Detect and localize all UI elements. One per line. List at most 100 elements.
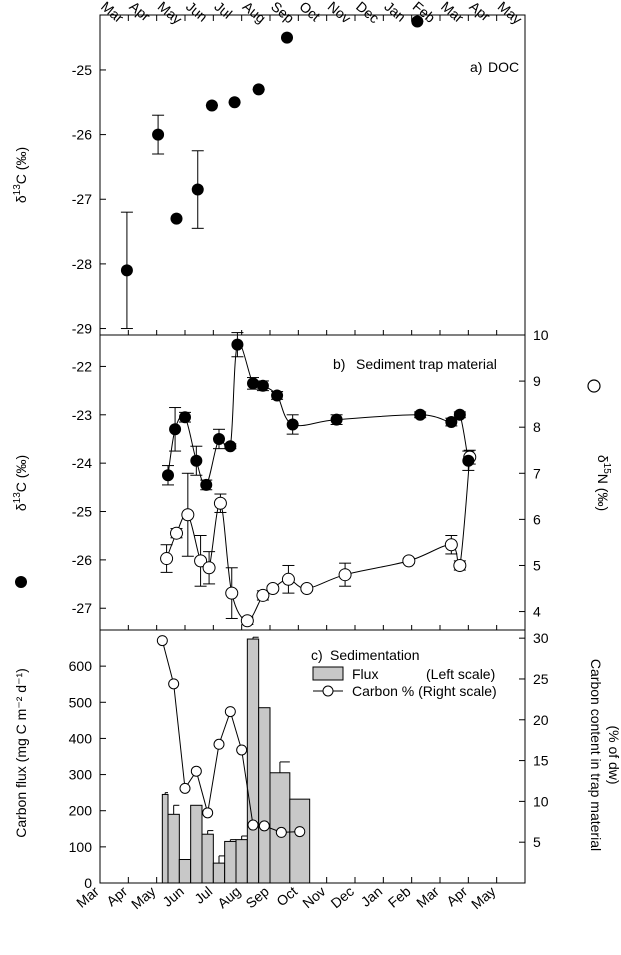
panel-b-y-right-tick-label: 8: [533, 419, 541, 435]
top-month-label: May: [495, 0, 526, 27]
panel-a-point: [191, 183, 204, 196]
panel-b-nitrogen-point: [300, 582, 314, 596]
carbon-percent-point: [168, 678, 180, 690]
panel-a-point: [152, 128, 165, 141]
carbon-percent-point: [294, 826, 306, 838]
bottom-month-label: Feb: [385, 883, 414, 911]
panel-b-y-left-tick-label: -25: [72, 504, 92, 520]
panel-b-nitrogen-point: [240, 614, 254, 628]
carbon-percent-point: [224, 706, 236, 718]
panel-b-nitrogen-point: [256, 588, 270, 602]
panel-b-y-left-tick-label: -22: [72, 358, 92, 374]
panel-b-carbon-point: [247, 377, 259, 390]
carbon-percent-point: [258, 820, 270, 832]
panel-c-y-right-tick-label: 5: [533, 834, 541, 850]
panel-b-carbon-point: [462, 454, 475, 467]
legend-flux-swatch: [312, 666, 344, 681]
panel-b-title: Sediment trap material: [356, 356, 497, 372]
flux-bar: [235, 839, 248, 884]
panel-b-y-left-tick-label: -23: [72, 407, 92, 423]
panel-b-nitrogen-point: [338, 568, 352, 582]
legend-flux-scale: (Left scale): [426, 666, 495, 682]
top-month-label: Jan: [381, 0, 409, 25]
panel-c-y-left-tick-label: 600: [69, 658, 93, 674]
carbon-percent-point: [179, 782, 191, 794]
panel-b-y-right-tick-label: 6: [533, 511, 541, 527]
legend-carbon-marker: [322, 685, 334, 697]
flux-bar: [224, 840, 237, 884]
top-month-label: Nov: [325, 0, 354, 26]
panel-b-carbon-point: [213, 432, 225, 445]
panel-a-point: [170, 212, 183, 225]
panel-c-y-left-tick-label: 100: [69, 839, 93, 855]
bottom-month-label: May: [128, 883, 159, 912]
panel-c-y-left-tick-label: 400: [69, 730, 93, 746]
panel-b-nitrogen-point: [266, 582, 280, 596]
panel-b-label: b): [333, 356, 345, 372]
carbon-percent-point: [236, 744, 248, 756]
panel-a-point: [281, 31, 293, 44]
panel-a-point: [228, 96, 241, 109]
flux-bar: [212, 862, 226, 884]
panel-b-carbon-point: [190, 454, 203, 467]
panel-c-ylabel-left: Carbon flux (mg C m⁻² d⁻¹): [13, 668, 29, 838]
panel-b-nitrogen-point: [213, 496, 227, 510]
panel-a-point: [411, 15, 424, 28]
top-month-label: May: [155, 0, 186, 27]
top-month-label: Sep: [268, 0, 298, 26]
panel-b-nitrogen-line: [166, 457, 471, 622]
top-month-label: Mar: [438, 0, 467, 26]
top-month-label: Jun: [183, 0, 211, 25]
panel-b-carbon-point: [256, 379, 269, 392]
bottom-month-label: Jul: [191, 883, 215, 907]
panel-b-carbon-point: [453, 408, 466, 421]
panel-b-carbon-point: [271, 389, 284, 402]
panel-b-nitrogen-point: [181, 508, 195, 522]
panel-b-nitrogen-point: [160, 552, 174, 566]
panel-b-y-right-tick-label: 4: [533, 604, 541, 620]
flux-bar: [161, 793, 169, 884]
panel-c-y-right-tick-label: 25: [533, 671, 549, 687]
bottom-month-label: Sep: [243, 883, 273, 911]
panel-b-nitrogen-point: [202, 561, 216, 575]
panel-c-frame: [99, 629, 526, 884]
panel-a-label: a): [470, 59, 482, 75]
flux-bar: [190, 804, 203, 884]
top-month-label: Mar: [98, 0, 127, 26]
flux-bar: [201, 833, 214, 884]
panel-b-y-right-tick-label: 9: [533, 373, 541, 389]
bottom-month-label: Nov: [299, 883, 328, 911]
carbon-percent-point: [202, 807, 214, 819]
panel-c-y-right-tick-label: 20: [533, 712, 549, 728]
panel-b-left-marker-key: [15, 576, 27, 588]
panel-b-carbon-point: [169, 423, 182, 436]
bottom-month-label: Mar: [413, 883, 442, 911]
panel-b-nitrogen-point: [402, 554, 416, 568]
bottom-month-label: Jun: [159, 883, 187, 910]
panel-a-point: [205, 99, 218, 112]
panel-a-y-tick-label: -27: [72, 191, 92, 207]
panel-b-carbon-point: [330, 413, 343, 426]
panel-c-y-left-tick-label: 500: [69, 694, 93, 710]
panel-a-title: DOC: [488, 59, 519, 75]
legend-flux-label: Flux: [352, 666, 378, 682]
panel-c-ylabel-right: Carbon content in trap material: [588, 659, 604, 851]
panel-c-y-right-tick-label: 15: [533, 753, 549, 769]
top-month-label: Apr: [466, 0, 493, 25]
carbon-percent-point: [190, 765, 202, 777]
panel-b-carbon-point: [162, 469, 174, 482]
panel-b-carbon-point: [445, 416, 458, 429]
top-month-label: Dec: [353, 0, 382, 26]
panel-a-y-tick-label: -28: [72, 256, 92, 272]
top-month-label: Apr: [126, 0, 153, 25]
panel-b-y-left-tick-label: -26: [72, 552, 92, 568]
panel-b-y-right-tick-label: 10: [533, 327, 549, 343]
top-month-label: Oct: [296, 0, 323, 24]
panel-b-carbon-point: [224, 440, 237, 453]
panel-b-right-marker-key: [587, 379, 601, 393]
panel-c-y-right-tick-label: 30: [533, 630, 549, 646]
panel-b-nitrogen-point: [453, 558, 467, 572]
panel-a-y-tick-label: -26: [72, 127, 92, 143]
panel-c-label: c): [311, 647, 323, 663]
